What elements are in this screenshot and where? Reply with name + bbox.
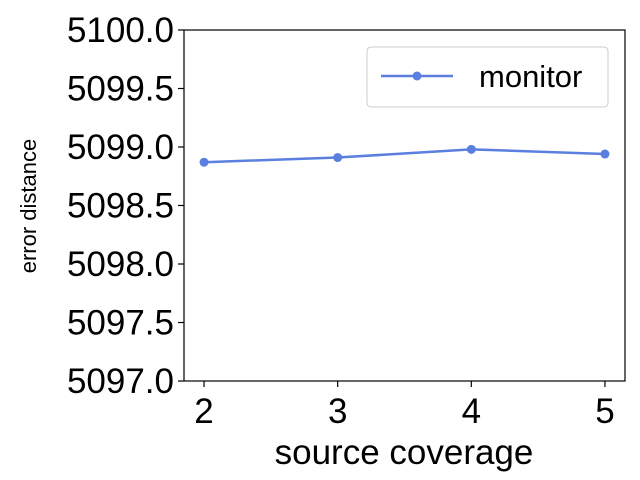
y-tick-label: 5097.5 [67, 304, 174, 343]
x-tick-label: 3 [328, 392, 347, 431]
x-axis-title: source coverage [275, 433, 534, 472]
x-tick-label: 2 [194, 392, 213, 431]
y-tick-label: 5100.0 [67, 11, 174, 50]
legend-marker-swatch [412, 71, 422, 81]
legend-label: monitor [479, 59, 582, 94]
y-tick-label: 5097.0 [67, 362, 174, 401]
y-axis-title: error distance [16, 139, 41, 274]
plot-frame [183, 29, 626, 382]
y-tick-label: 5099.0 [67, 128, 174, 167]
x-axis-ticks: 2 3 4 5 [194, 381, 615, 431]
data-point [466, 144, 476, 154]
legend-box [366, 46, 609, 108]
y-tick-label: 5099.5 [67, 70, 174, 109]
x-tick-label: 5 [595, 392, 614, 431]
y-tick-label: 5098.5 [67, 187, 174, 226]
legend: monitor [366, 46, 609, 108]
data-point [600, 149, 610, 159]
series-line-monitor [204, 148, 605, 164]
x-tick-label: 4 [462, 392, 481, 431]
data-point [199, 157, 209, 167]
series-layer [199, 144, 610, 167]
y-tick-label: 5098.0 [67, 245, 174, 284]
y-axis-ticks: 5097.0 5097.5 5098.0 5098.5 5099.0 5099.5 5100… [67, 11, 184, 401]
data-point [333, 153, 343, 163]
